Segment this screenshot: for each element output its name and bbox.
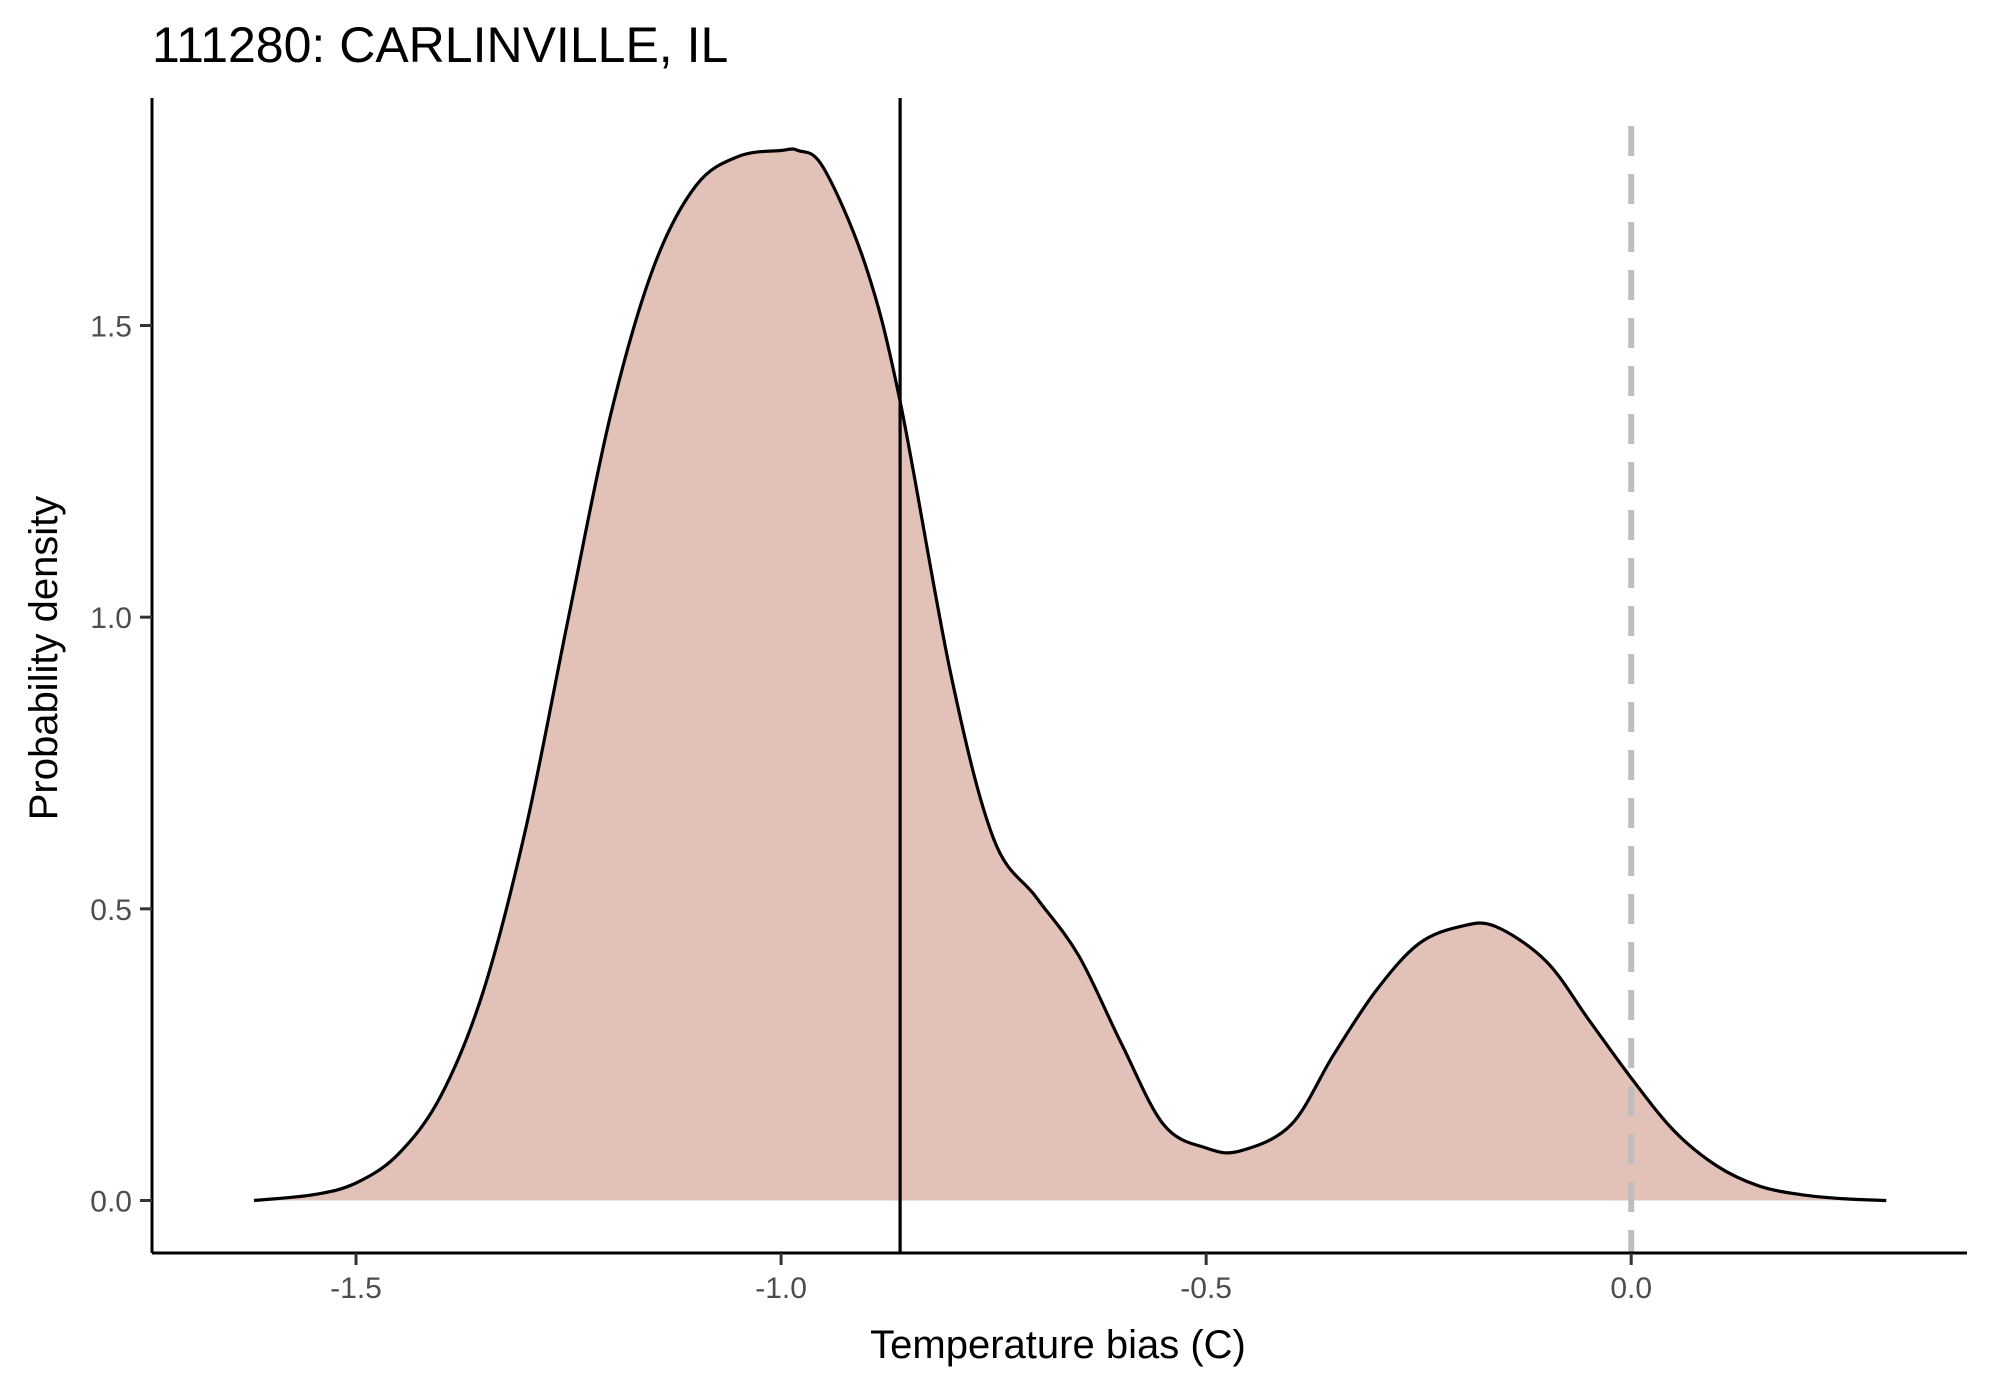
density-area (254, 148, 1887, 1201)
x-axis-label: Temperature bias (C) (870, 1323, 1246, 1367)
x-tick-label: 0.0 (1610, 1272, 1652, 1305)
y-tick-label: 1.0 (90, 602, 132, 635)
y-tick-label: 0.5 (90, 894, 132, 927)
chart-title: 111280: CARLINVILLE, IL (152, 17, 728, 73)
x-tick-label: -0.5 (1180, 1272, 1232, 1305)
density-line (253, 147, 1887, 1203)
x-tick-label: -1.5 (330, 1272, 382, 1305)
y-tick-label: 0.0 (90, 1186, 132, 1219)
y-tick-label: 1.5 (90, 311, 132, 344)
x-tick-label: -1.0 (755, 1272, 807, 1305)
plot-area: -1.5 -1.0 -0.5 0.0 0.0 0.5 1.0 1.5 (90, 98, 1967, 1305)
y-axis-label: Probability density (22, 496, 66, 821)
